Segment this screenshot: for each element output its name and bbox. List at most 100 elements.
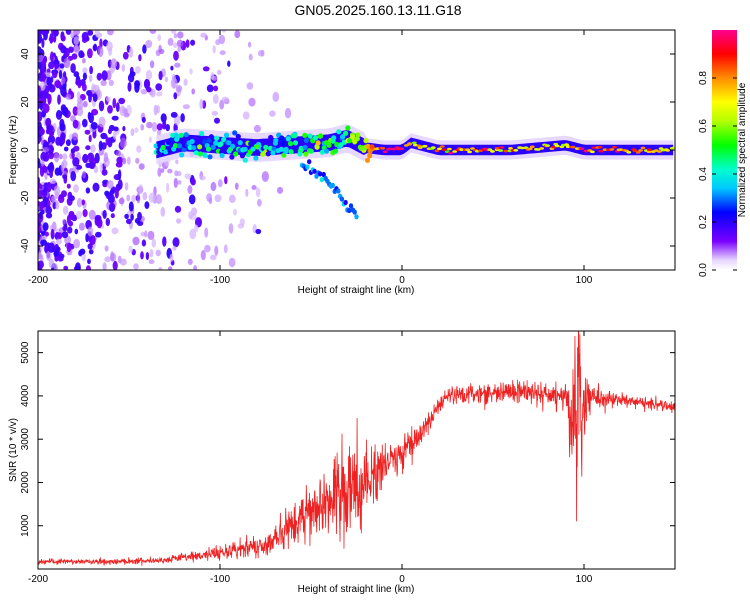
noise-blob — [98, 46, 104, 58]
noise-blob — [235, 182, 239, 190]
noise-blob — [49, 178, 57, 184]
noise-blob — [248, 41, 252, 48]
noise-blob — [92, 93, 98, 103]
ridge-blob — [194, 137, 200, 143]
ridge-blob — [303, 151, 309, 157]
noise-blob — [62, 219, 66, 225]
noise-blob — [88, 161, 96, 170]
ridge-blob — [165, 139, 172, 145]
noise-blob — [95, 231, 102, 238]
colorbar-label: Normalized spectral amplitude — [737, 82, 748, 217]
noise-blob — [70, 171, 77, 182]
noise-blob — [219, 50, 226, 56]
ridge-blob — [347, 138, 353, 144]
ridge-blob — [508, 147, 513, 150]
ridge-blob — [207, 154, 213, 160]
noise-blob — [56, 246, 61, 252]
ridge-blob — [640, 146, 646, 150]
ridge-blob — [422, 144, 428, 148]
ridge-blob — [208, 134, 214, 140]
noise-blob — [215, 39, 221, 46]
colorbar-tick-label: 0.8 — [698, 71, 709, 85]
noise-blob — [82, 67, 88, 75]
noise-blob — [173, 33, 178, 39]
ridge-blob — [292, 133, 298, 139]
ridge-blob — [657, 150, 662, 153]
noise-blob — [105, 217, 111, 227]
noise-blob — [87, 111, 92, 121]
noise-blob — [200, 249, 206, 261]
noise-blob — [47, 134, 56, 145]
noise-blob — [50, 228, 55, 240]
branch-blob — [330, 182, 335, 188]
noise-blob — [172, 245, 177, 251]
ridge-blob — [355, 132, 361, 138]
y-tick-label: -20 — [20, 190, 31, 205]
ridge-blob — [191, 145, 197, 151]
noise-blob — [46, 250, 52, 262]
noise-blob — [38, 260, 44, 269]
noise-blob — [88, 249, 94, 255]
y-tick-label: 2000 — [20, 471, 31, 494]
ridge-blob — [442, 148, 447, 151]
noise-blob — [55, 201, 60, 210]
noise-blob — [248, 53, 253, 61]
noise-blob — [141, 239, 147, 247]
noise-blob — [78, 50, 85, 59]
noise-blob — [134, 127, 139, 133]
ridge-blob — [233, 151, 239, 157]
x-tick-label: 0 — [399, 275, 405, 286]
ridge-blob — [527, 147, 533, 151]
noise-blob — [39, 167, 45, 177]
noise-blob — [38, 85, 41, 93]
noise-blob — [42, 147, 50, 153]
noise-blob — [60, 132, 66, 141]
noise-blob — [147, 230, 155, 240]
noise-blob — [38, 102, 41, 110]
colorbar-gradient — [712, 30, 737, 270]
noise-blob — [99, 38, 103, 49]
ridge-blob — [448, 151, 453, 155]
noise-blob — [177, 46, 182, 52]
noise-blob — [138, 54, 142, 62]
noise-blob — [253, 124, 261, 133]
ridge-blob — [177, 143, 183, 149]
noise-blob — [63, 57, 71, 69]
ridge-blob — [437, 147, 442, 151]
noise-blob — [76, 210, 82, 220]
noise-blob — [136, 145, 142, 153]
noise-blob — [158, 267, 163, 270]
noise-blob — [180, 113, 185, 123]
ridge-blob — [213, 140, 219, 146]
snr-x-ticks: -200 -100 0 100 — [28, 331, 593, 585]
ridge-blob — [205, 146, 212, 152]
noise-blob — [48, 36, 55, 42]
ridge-blob — [229, 154, 235, 160]
noise-blob — [55, 238, 62, 245]
noise-blob — [145, 39, 153, 49]
ridge-blob — [163, 149, 169, 155]
noise-blob — [148, 259, 155, 265]
noise-blob — [157, 34, 161, 42]
ridge-blob — [646, 148, 652, 151]
ridge-blob — [618, 148, 624, 151]
noise-blob — [49, 169, 53, 179]
ridge-blob — [609, 148, 615, 151]
ridge-blob — [529, 145, 535, 148]
noise-blob — [93, 165, 99, 174]
noise-blob — [210, 71, 215, 80]
noise-blob — [53, 250, 60, 257]
noise-blob — [136, 192, 141, 204]
ridge-blob — [181, 147, 187, 153]
noise-blob — [210, 181, 217, 192]
y-tick-label: 3000 — [20, 428, 31, 451]
noise-blob — [151, 122, 158, 132]
noise-blob — [188, 194, 196, 205]
noise-blob — [54, 63, 58, 70]
ridge-blob — [266, 139, 272, 146]
noise-blob — [174, 62, 181, 68]
noise-blob — [124, 182, 129, 191]
ridge-blob — [545, 144, 550, 147]
noise-blob — [122, 126, 126, 132]
ridge-blob — [564, 143, 569, 146]
